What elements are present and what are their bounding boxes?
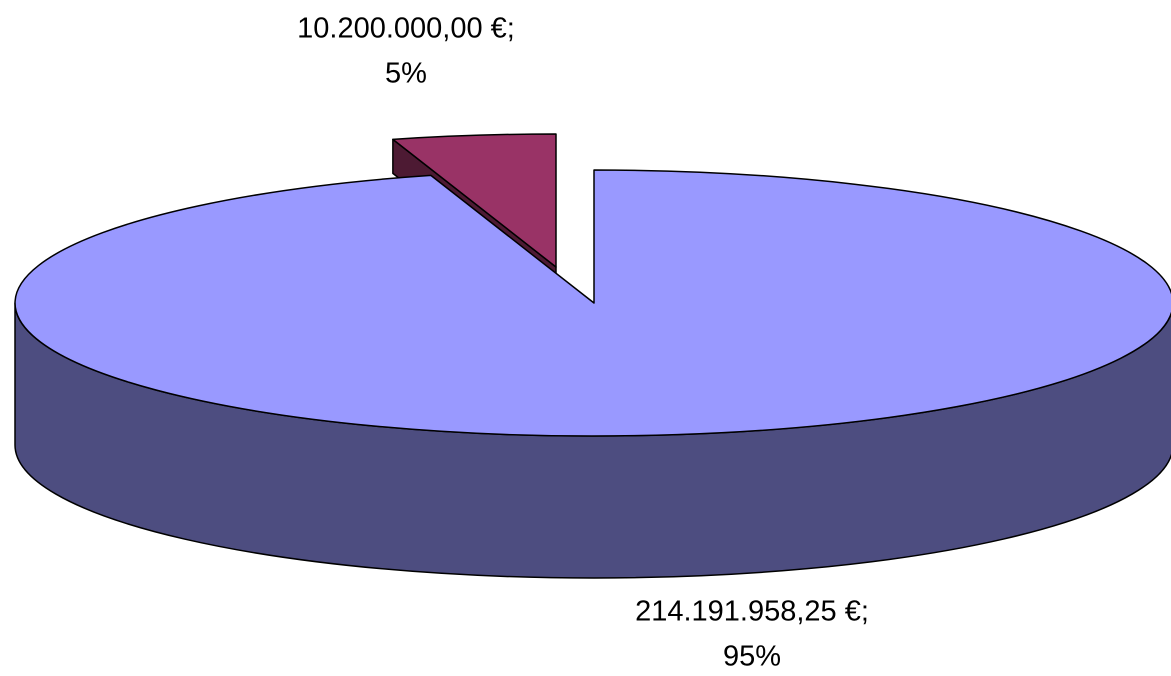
data-label: 5%: [385, 58, 427, 90]
data-label: 214.191.958,25 €;: [635, 596, 869, 628]
slice: [392, 133, 557, 268]
data-label: 10.200.000,00 €;: [297, 13, 515, 45]
slice: [14, 169, 1171, 437]
data-label: 95%: [723, 641, 781, 673]
